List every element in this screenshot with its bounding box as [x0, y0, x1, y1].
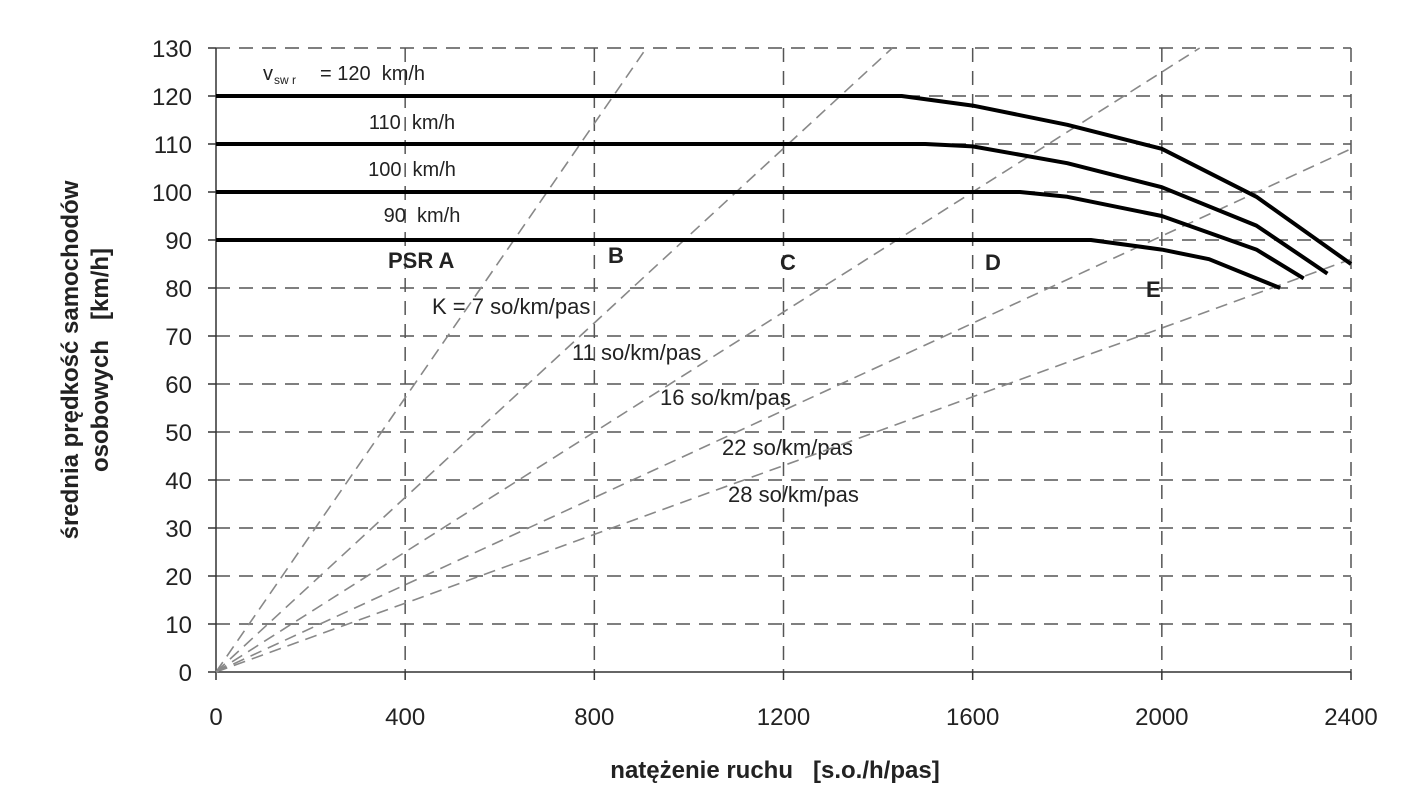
y-tick-label: 20	[165, 564, 192, 591]
y-tick-label: 30	[165, 516, 192, 543]
density-line	[215, 258, 1352, 673]
x-tick-label: 2000	[1135, 704, 1188, 731]
y-tick-label: 100	[152, 180, 192, 207]
y-tick-label: 80	[165, 276, 192, 303]
speed-symbol: v	[263, 63, 273, 85]
x-tick-label: 400	[385, 704, 425, 731]
y-tick-label: 120	[152, 84, 192, 111]
x-axis-title: natężenie ruchu [s.o./h/pas]	[610, 757, 939, 784]
series-label: = 120 km/h	[320, 63, 425, 85]
density-label: 11 so/km/pas	[572, 340, 701, 365]
density-label: K = 7 so/km/pas	[432, 294, 590, 319]
los-label: PSR A	[388, 248, 455, 273]
y-tick-label: 70	[165, 324, 192, 351]
los-label: D	[985, 250, 1001, 275]
y-tick-label: 0	[179, 660, 192, 687]
y-tick-label: 50	[165, 420, 192, 447]
series-label: 100 km/h	[368, 159, 456, 181]
series-label: 90 km/h	[384, 205, 461, 227]
x-tick-label: 2400	[1324, 704, 1377, 731]
x-tick-label: 1200	[757, 704, 810, 731]
los-label: E	[1146, 277, 1161, 302]
y-tick-label: 110	[154, 132, 192, 159]
y-tick-label: 10	[165, 612, 192, 639]
speed-curve	[216, 190, 1305, 281]
x-tick-label: 0	[209, 704, 222, 731]
y-tick-label: 60	[165, 372, 192, 399]
speed-subscript: sw r	[274, 73, 296, 87]
density-line	[215, 47, 893, 673]
y-axis-title: osobowych [km/h]	[87, 248, 114, 472]
y-axis-title: średnia prędkość samochodów	[57, 180, 84, 539]
speed-curve	[216, 238, 1281, 290]
density-line	[215, 47, 1201, 673]
x-tick-label: 1600	[946, 704, 999, 731]
density-label: 16 so/km/pas	[660, 385, 791, 410]
speed-curve	[216, 94, 1353, 266]
los-label: B	[608, 243, 624, 268]
los-label: C	[780, 250, 796, 275]
speed-curve	[216, 142, 1329, 276]
x-tick-label: 800	[574, 704, 614, 731]
density-line	[215, 148, 1352, 673]
y-tick-label: 130	[152, 36, 192, 63]
density-line	[215, 47, 648, 673]
y-tick-label: 90	[165, 228, 192, 255]
density-label: 28 so/km/pas	[728, 482, 859, 507]
series-label: 110 km/h	[369, 112, 455, 134]
y-tick-label: 40	[165, 468, 192, 495]
